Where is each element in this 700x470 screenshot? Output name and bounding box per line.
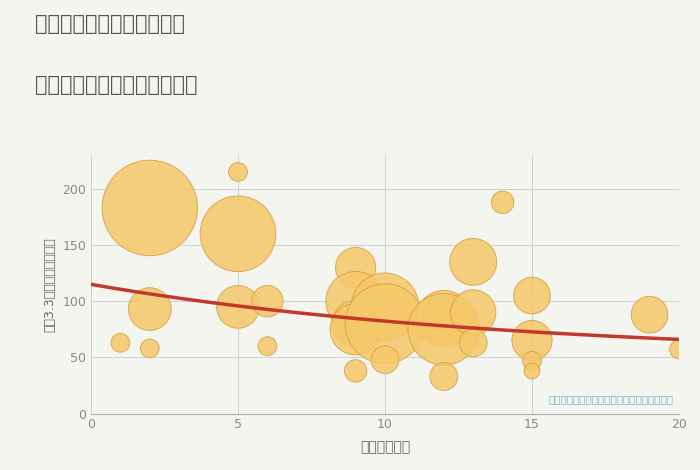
Point <box>468 258 479 266</box>
Point <box>262 343 273 350</box>
Point <box>379 303 391 311</box>
Point <box>468 339 479 346</box>
Point <box>526 357 538 365</box>
Point <box>144 204 155 212</box>
Point <box>350 298 361 305</box>
Point <box>379 320 391 328</box>
Point <box>350 326 361 333</box>
Point <box>350 320 361 328</box>
Point <box>438 373 449 380</box>
Point <box>115 339 126 346</box>
Point <box>350 367 361 375</box>
Point <box>497 198 508 206</box>
Point <box>438 314 449 322</box>
X-axis label: 駅距離（分）: 駅距離（分） <box>360 440 410 454</box>
Point <box>379 356 391 363</box>
Text: 駅距離別中古マンション価格: 駅距離別中古マンション価格 <box>35 75 197 95</box>
Point <box>526 337 538 345</box>
Point <box>468 309 479 316</box>
Point <box>262 298 273 305</box>
Point <box>644 311 655 319</box>
Point <box>144 345 155 352</box>
Point <box>144 306 155 313</box>
Point <box>438 326 449 333</box>
Point <box>526 292 538 299</box>
Text: 千葉県長生郡白子町幸治の: 千葉県長生郡白子町幸治の <box>35 14 185 34</box>
Point <box>350 264 361 271</box>
Point <box>232 303 244 311</box>
Point <box>526 367 538 375</box>
Text: 円の大きさは、取引のあった物件面積を示す: 円の大きさは、取引のあった物件面積を示す <box>548 395 673 405</box>
Y-axis label: 坪（3.3㎡）単価（万円）: 坪（3.3㎡）単価（万円） <box>43 237 57 332</box>
Point <box>673 346 685 353</box>
Point <box>232 230 244 237</box>
Point <box>232 168 244 176</box>
